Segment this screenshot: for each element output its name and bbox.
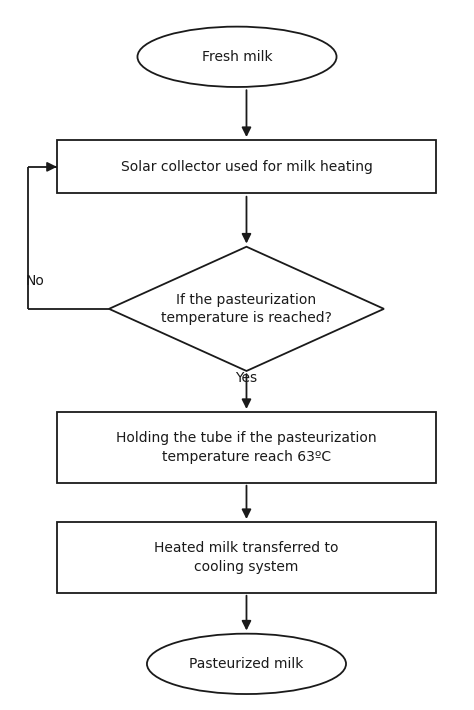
Ellipse shape: [137, 26, 337, 87]
Text: Heated milk transferred to
cooling system: Heated milk transferred to cooling syste…: [154, 541, 339, 574]
Text: Holding the tube if the pasteurization
temperature reach 63ºC: Holding the tube if the pasteurization t…: [116, 431, 377, 464]
Text: Fresh milk: Fresh milk: [202, 50, 272, 64]
Bar: [57, 141, 436, 193]
Bar: [57, 522, 436, 593]
Polygon shape: [109, 247, 384, 371]
Bar: [57, 412, 436, 483]
Text: If the pasteurization
temperature is reached?: If the pasteurization temperature is rea…: [161, 293, 332, 325]
Text: Pasteurized milk: Pasteurized milk: [189, 657, 304, 671]
Text: Yes: Yes: [236, 371, 257, 385]
Text: Solar collector used for milk heating: Solar collector used for milk heating: [120, 160, 373, 174]
Ellipse shape: [147, 633, 346, 694]
Text: No: No: [26, 273, 45, 288]
